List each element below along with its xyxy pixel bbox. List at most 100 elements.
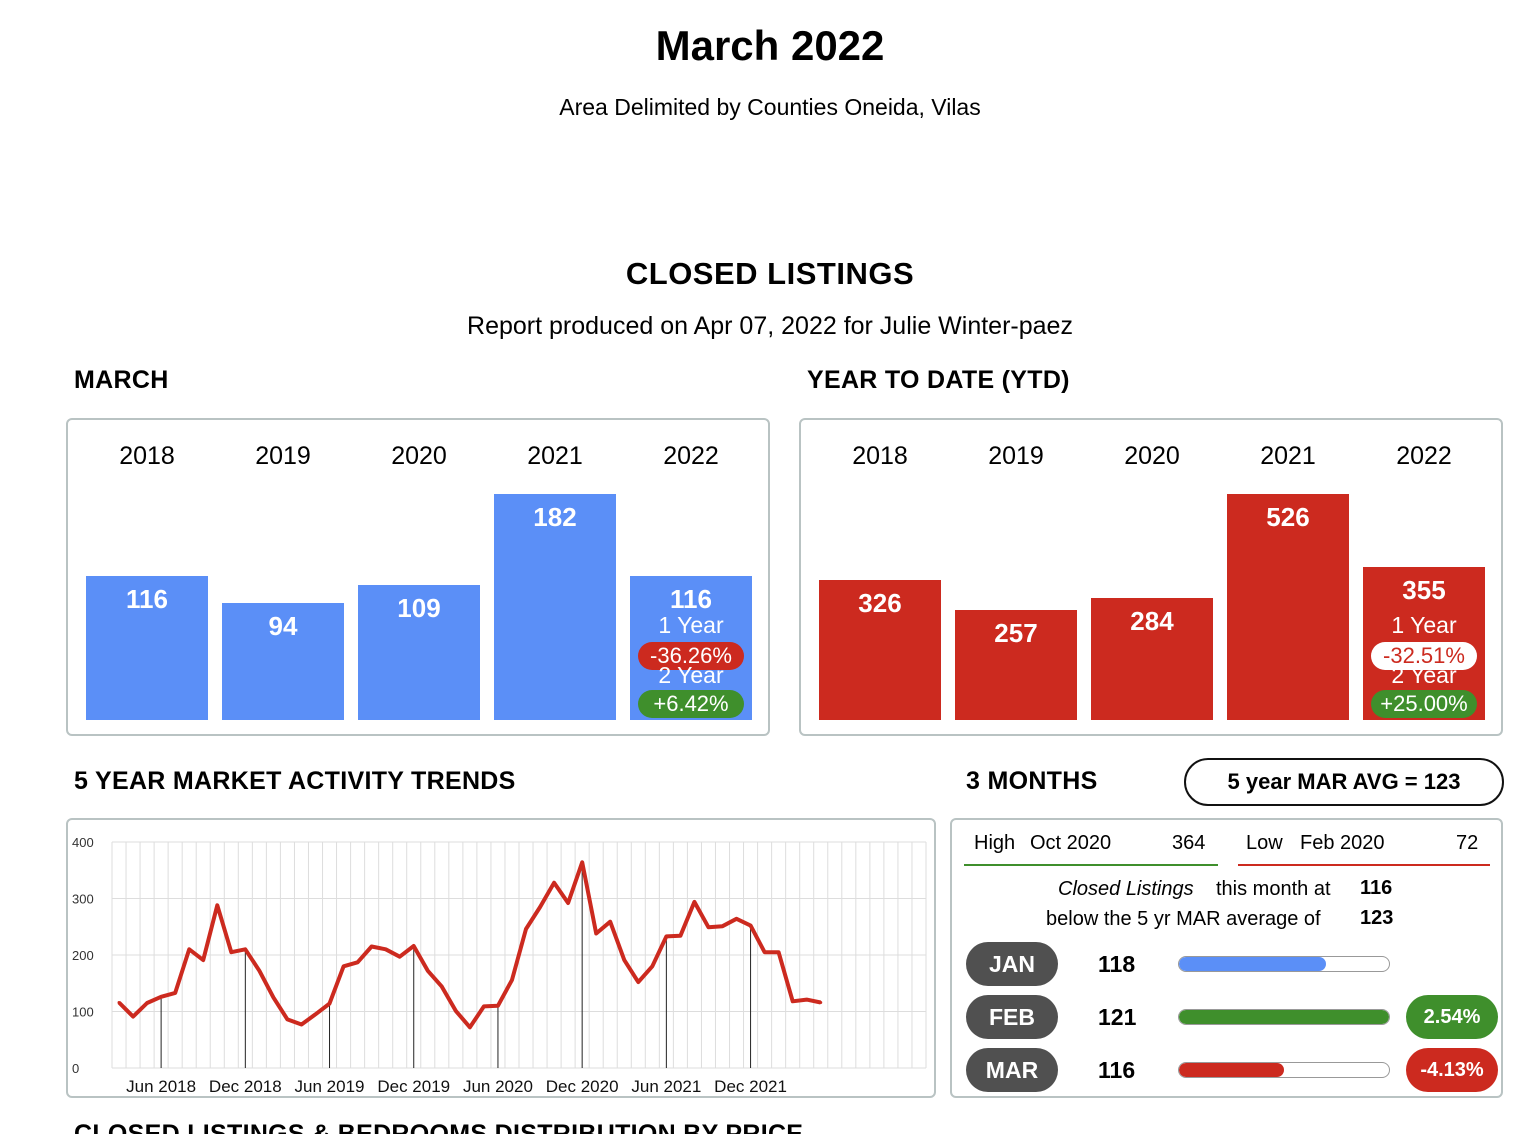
ytd-one-year-change: -32.51% bbox=[1371, 642, 1477, 670]
ytd-bar-2022: 355 1 Year -32.51% 2 Year +25.00% bbox=[1363, 567, 1485, 720]
march-year-label: 2020 bbox=[391, 442, 447, 470]
data-point bbox=[749, 924, 753, 928]
closed-listings-em: Closed Listings bbox=[1058, 878, 1194, 900]
march-bar-2021: 182 bbox=[494, 494, 616, 720]
data-point bbox=[819, 1000, 823, 1004]
ytd-bar-value: 326 bbox=[858, 588, 902, 618]
march-year-label: 2018 bbox=[119, 442, 175, 470]
data-point bbox=[131, 1015, 135, 1019]
ytd-one-year-label: 1 Year bbox=[1391, 612, 1457, 638]
month-progress-track bbox=[1178, 1062, 1390, 1078]
x-tick-label: Jun 2018 bbox=[126, 1077, 196, 1096]
page-title: March 2022 bbox=[655, 22, 885, 69]
x-tick-label: Dec 2020 bbox=[546, 1077, 619, 1096]
data-point bbox=[285, 1017, 289, 1021]
low-label: Low bbox=[1246, 832, 1283, 854]
month-value: 121 bbox=[1098, 1004, 1137, 1030]
ytd-year-label: 2019 bbox=[988, 442, 1044, 470]
trend-line-chart: 0 100 200 300 400 Jun 2018 Dec 2018 Jun 2019 Dec… bbox=[72, 835, 927, 1096]
data-point bbox=[706, 925, 710, 929]
data-point bbox=[426, 969, 430, 973]
march-two-year-change: +6.42% bbox=[638, 690, 744, 718]
data-point bbox=[159, 995, 163, 999]
march-bar-2019: 94 bbox=[222, 603, 344, 720]
ytd-bar-value: 284 bbox=[1130, 606, 1174, 636]
next-section-heading: CLOSED LISTINGS & BEDROOMS DISTRIBUTION … bbox=[74, 1120, 804, 1134]
month-value: 118 bbox=[1098, 951, 1136, 977]
low-underline bbox=[1238, 864, 1490, 866]
high-label: High bbox=[974, 832, 1016, 854]
data-point bbox=[412, 944, 416, 948]
month-pill-jan: JAN bbox=[966, 942, 1058, 986]
three-months-panel: High Oct 2020 364 Low Feb 2020 72 Closed… bbox=[950, 818, 1503, 1098]
data-point bbox=[524, 927, 528, 931]
ytd-two-year-change: +25.00% bbox=[1371, 690, 1477, 718]
data-point bbox=[173, 991, 177, 995]
march-bar-2022: 116 1 Year -36.26% 2 Year +6.42% bbox=[630, 576, 752, 720]
avg-compare-text: below the 5 yr MAR average of bbox=[1046, 908, 1321, 930]
y-tick-label: 300 bbox=[72, 892, 94, 907]
data-point bbox=[398, 955, 402, 959]
data-point bbox=[117, 1000, 121, 1004]
data-point bbox=[257, 969, 261, 973]
this-month-text: this month at bbox=[1216, 878, 1331, 900]
march-heading: MARCH bbox=[74, 366, 169, 394]
trends-heading: 5 YEAR MARKET ACTIVITY TRENDS bbox=[74, 767, 516, 795]
area-subtitle: Area Delimited by Counties Oneida, Vilas bbox=[559, 94, 981, 120]
data-point bbox=[678, 934, 682, 938]
y-tick-label: 400 bbox=[72, 835, 94, 850]
ytd-bar-value: 355 bbox=[1402, 575, 1446, 605]
ytd-bar-value: 526 bbox=[1266, 502, 1310, 532]
march-one-year-label: 1 Year bbox=[658, 612, 724, 638]
data-point bbox=[384, 947, 388, 951]
ytd-year-label: 2018 bbox=[852, 442, 908, 470]
data-point bbox=[805, 998, 809, 1002]
three-months-heading: 3 MONTHS bbox=[966, 767, 1098, 795]
data-point bbox=[608, 920, 612, 924]
high-value: 364 bbox=[1172, 832, 1206, 854]
march-bar-value: 116 bbox=[126, 584, 168, 614]
month-pill-mar: MAR bbox=[966, 1048, 1058, 1092]
report-produced-line: Report produced on Apr 07, 2022 for Juli… bbox=[467, 312, 1073, 340]
data-point bbox=[791, 999, 795, 1003]
x-tick-label: Dec 2021 bbox=[714, 1077, 787, 1096]
data-point bbox=[454, 1009, 458, 1013]
y-tick-label: 200 bbox=[72, 948, 94, 963]
data-point bbox=[538, 905, 542, 909]
month-change-pill: 2.54% bbox=[1406, 995, 1498, 1039]
month-progress-track bbox=[1178, 1009, 1390, 1025]
data-point bbox=[243, 947, 247, 951]
month-pill-feb: FEB bbox=[966, 995, 1058, 1039]
low-value: 72 bbox=[1456, 832, 1479, 854]
month-change-pill: -4.13% bbox=[1406, 1048, 1498, 1092]
data-point bbox=[314, 1012, 317, 1016]
avg-compare-value: 123 bbox=[1360, 907, 1394, 929]
data-point bbox=[566, 901, 570, 905]
data-point bbox=[777, 950, 781, 954]
data-point bbox=[692, 900, 696, 904]
this-month-value: 116 bbox=[1360, 877, 1393, 899]
ytd-bar-2020: 284 bbox=[1091, 598, 1213, 720]
data-point bbox=[622, 958, 626, 962]
march-bar-value: 109 bbox=[397, 593, 441, 623]
data-point bbox=[594, 932, 598, 936]
march-year-label: 2022 bbox=[663, 442, 719, 470]
march-bar-2018: 116 bbox=[86, 576, 208, 720]
march-two-year-label: 2 Year bbox=[658, 662, 724, 688]
ytd-bar-panel: 2018 326 2019 257 2020 284 2021 526 2022 355 1 Yea… bbox=[799, 418, 1503, 736]
month-progress-fill bbox=[1179, 957, 1326, 971]
data-point bbox=[636, 980, 640, 984]
ytd-year-label: 2022 bbox=[1396, 442, 1452, 470]
ytd-bar-2021: 526 bbox=[1227, 494, 1349, 720]
march-year-label: 2019 bbox=[255, 442, 311, 470]
ytd-bar-value: 257 bbox=[994, 618, 1038, 648]
data-point bbox=[229, 950, 233, 954]
march-one-year-change: -36.26% bbox=[638, 642, 744, 670]
march-bar-value: 116 bbox=[670, 584, 712, 614]
data-point bbox=[356, 960, 360, 964]
month-progress-fill bbox=[1179, 1063, 1284, 1077]
ytd-year-label: 2020 bbox=[1124, 442, 1180, 470]
data-point bbox=[721, 924, 724, 928]
y-tick-label: 0 bbox=[72, 1061, 79, 1076]
ytd-bar-2018: 326 bbox=[819, 580, 941, 720]
